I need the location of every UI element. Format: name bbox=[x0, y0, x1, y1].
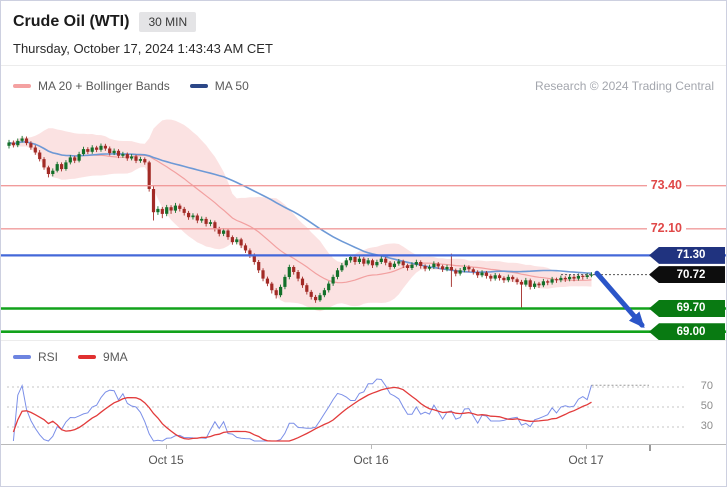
time-axis: Oct 15 Oct 16 Oct 17 bbox=[1, 444, 726, 486]
rsi-label: RSI bbox=[38, 349, 59, 364]
price-level-label-69.70: 69.70 bbox=[649, 299, 725, 317]
rsi-9ma-line bbox=[12, 386, 592, 442]
axis-label-oct15: Oct 15 bbox=[148, 453, 184, 467]
title-row: Crude Oil (WTI) 30 MIN bbox=[13, 12, 714, 32]
ma20-line bbox=[8, 141, 592, 284]
price-level-label-73.40: 73.40 bbox=[646, 176, 686, 193]
legend-item-ma20-bollinger: MA 20 + Bollinger Bands bbox=[13, 79, 170, 93]
bollinger-band-fill bbox=[9, 119, 592, 312]
price-chart-panel[interactable]: 73.40 72.10 71.30 70.72 69.70 69.00 bbox=[1, 106, 726, 341]
legend-item-9ma: 9MA bbox=[78, 350, 128, 364]
rsi-legend: RSI 9MA bbox=[1, 340, 726, 372]
nine-ma-swatch-icon bbox=[78, 354, 97, 359]
ma50-swatch-icon bbox=[189, 84, 208, 88]
main-chart-legend: MA 20 + Bollinger Bands MA 50 Research ©… bbox=[1, 66, 726, 106]
candles bbox=[7, 135, 594, 310]
chart-datetime: Thursday, October 17, 2024 1:43:43 AM CE… bbox=[13, 41, 273, 56]
axis-tick bbox=[371, 445, 372, 449]
instrument-title: Crude Oil (WTI) bbox=[13, 13, 130, 30]
rsi-chart-canvas[interactable] bbox=[1, 372, 726, 442]
rsi-panel[interactable]: 70 50 30 bbox=[1, 372, 726, 442]
rsi-grid-label-30: 30 bbox=[697, 420, 716, 432]
candlestick-chart-canvas[interactable] bbox=[1, 106, 726, 340]
rsi-line bbox=[12, 378, 592, 442]
price-level-label-70.72: 70.72 bbox=[649, 266, 725, 284]
header: Crude Oil (WTI) 30 MIN Thursday, October… bbox=[1, 1, 726, 66]
axis-tick bbox=[166, 445, 167, 449]
legend-item-rsi: RSI bbox=[13, 350, 58, 364]
downside-projection-arrow bbox=[594, 270, 645, 329]
price-level-label-71.30: 71.30 bbox=[649, 246, 725, 264]
price-level-label-72.10: 72.10 bbox=[646, 219, 686, 236]
axis-label-oct17: Oct 17 bbox=[568, 453, 604, 467]
research-credit: Research © 2024 Trading Central bbox=[535, 79, 714, 93]
rsi-swatch-icon bbox=[13, 354, 31, 359]
rsi-grid-label-50: 50 bbox=[697, 400, 716, 412]
timeframe-badge: 30 MIN bbox=[139, 12, 197, 32]
ma20-bollinger-label: MA 20 + Bollinger Bands bbox=[38, 79, 170, 93]
axis-end-tick bbox=[649, 445, 651, 451]
ma20-bollinger-swatch-icon bbox=[13, 84, 31, 88]
nine-ma-label: 9MA bbox=[103, 349, 128, 364]
axis-label-oct16: Oct 16 bbox=[353, 453, 389, 467]
price-level-label-69.00: 69.00 bbox=[649, 323, 725, 341]
rsi-grid-label-70: 70 bbox=[697, 380, 716, 392]
ma50-label: MA 50 bbox=[214, 79, 249, 93]
axis-tick bbox=[586, 445, 587, 449]
ma50-line bbox=[8, 140, 592, 274]
legend-item-ma50: MA 50 bbox=[189, 79, 249, 93]
